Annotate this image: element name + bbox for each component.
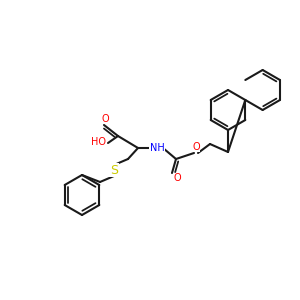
Text: NH: NH [150, 143, 164, 153]
Text: O: O [173, 173, 181, 183]
Text: HO: HO [92, 137, 106, 147]
Text: O: O [192, 142, 200, 152]
Text: O: O [101, 114, 109, 124]
Text: S: S [110, 164, 118, 176]
